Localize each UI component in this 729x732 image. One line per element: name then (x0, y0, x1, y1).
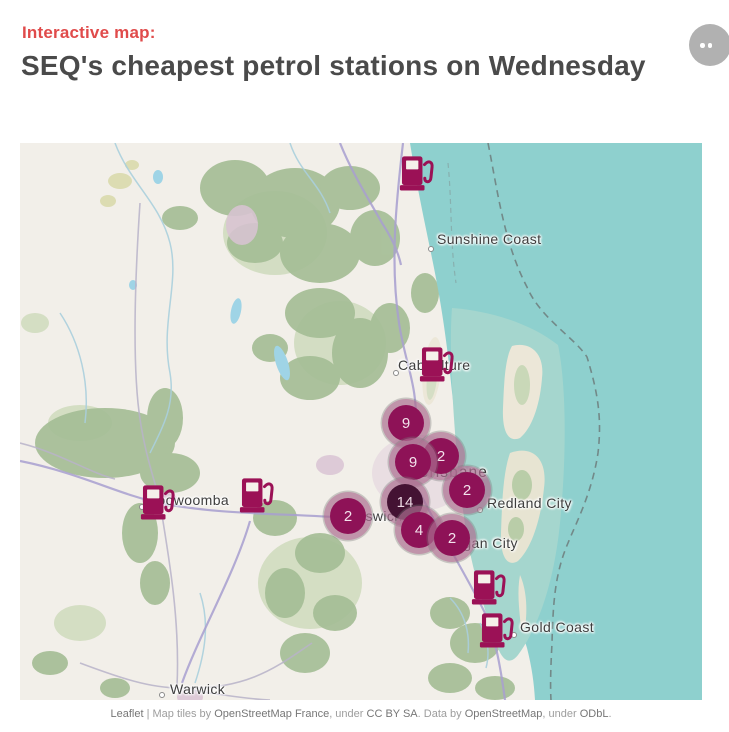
petrol-pump-icon (399, 156, 434, 191)
kicker-label: Interactive map: (22, 23, 156, 42)
petrol-pump-icon (479, 613, 514, 648)
cluster-marker[interactable]: 2 (330, 498, 366, 534)
odbl-link[interactable]: ODbL (579, 708, 609, 720)
cluster-marker[interactable]: 4 (401, 512, 437, 548)
cluster-count: 2 (343, 507, 353, 525)
cluster-count: 2 (462, 481, 472, 499)
cc-by-sa-link[interactable]: CC BY SA (366, 708, 418, 720)
osm-link[interactable]: OpenStreetMap (464, 708, 543, 720)
map-label-gold-coast: Gold Coast (520, 619, 595, 635)
osm-france-link[interactable]: OpenStreetMap France (214, 708, 330, 720)
town-dot (393, 370, 399, 376)
map-label-sunshine-coast: Sunshine Coast (437, 231, 542, 247)
cluster-count: 9 (401, 414, 411, 432)
map-label-toowoomba: Toowoomba (150, 492, 230, 508)
petrol-station-marker[interactable] (140, 484, 176, 525)
cluster-count: 4 (414, 521, 424, 539)
cluster-marker[interactable]: 9 (388, 405, 424, 441)
cluster-marker[interactable]: 9 (395, 444, 431, 480)
petrol-station-marker[interactable] (419, 346, 455, 387)
page-title: SEQ's cheapest petrol stations on Wednes… (21, 50, 646, 81)
map-attribution: Leaflet | Map tiles by OpenStreetMap Fra… (20, 708, 702, 720)
map-label-redland-city: Redland City (487, 495, 572, 511)
town-dot (428, 246, 434, 252)
map-tiles (20, 143, 702, 700)
attribution-text: . Data by (417, 708, 465, 720)
petrol-pump-icon (239, 478, 274, 513)
petrol-pump-icon (471, 570, 506, 605)
attribution-text: . (608, 708, 612, 720)
ellipsis-icon (707, 43, 712, 48)
petrol-station-marker[interactable] (399, 155, 435, 196)
map-label-warwick: Warwick (170, 681, 226, 697)
leaflet-map[interactable]: Sunshine Coast Caboolture Brisbane Redla… (20, 143, 702, 700)
petrol-pump-icon (419, 347, 454, 382)
cluster-count: 2 (436, 447, 446, 465)
attribution-text: , under (329, 708, 367, 720)
town-dot (477, 507, 483, 513)
petrol-station-marker[interactable] (239, 477, 275, 518)
leaflet-link[interactable]: Leaflet (110, 708, 144, 720)
cluster-count: 2 (447, 529, 457, 547)
petrol-station-marker[interactable] (479, 612, 515, 653)
cluster-count: 9 (408, 453, 418, 471)
attribution-text: , under (542, 708, 580, 720)
cluster-marker[interactable]: 2 (449, 472, 485, 508)
cluster-marker[interactable]: 14 (387, 484, 423, 520)
cluster-count: 14 (396, 493, 414, 511)
cluster-marker[interactable]: 2 (434, 520, 470, 556)
petrol-pump-icon (140, 485, 175, 520)
town-dot (159, 692, 165, 698)
petrol-station-marker[interactable] (471, 569, 507, 610)
ellipsis-icon (700, 43, 705, 48)
attribution-text: | Map tiles by (143, 708, 215, 720)
more-options-button[interactable] (689, 24, 729, 66)
